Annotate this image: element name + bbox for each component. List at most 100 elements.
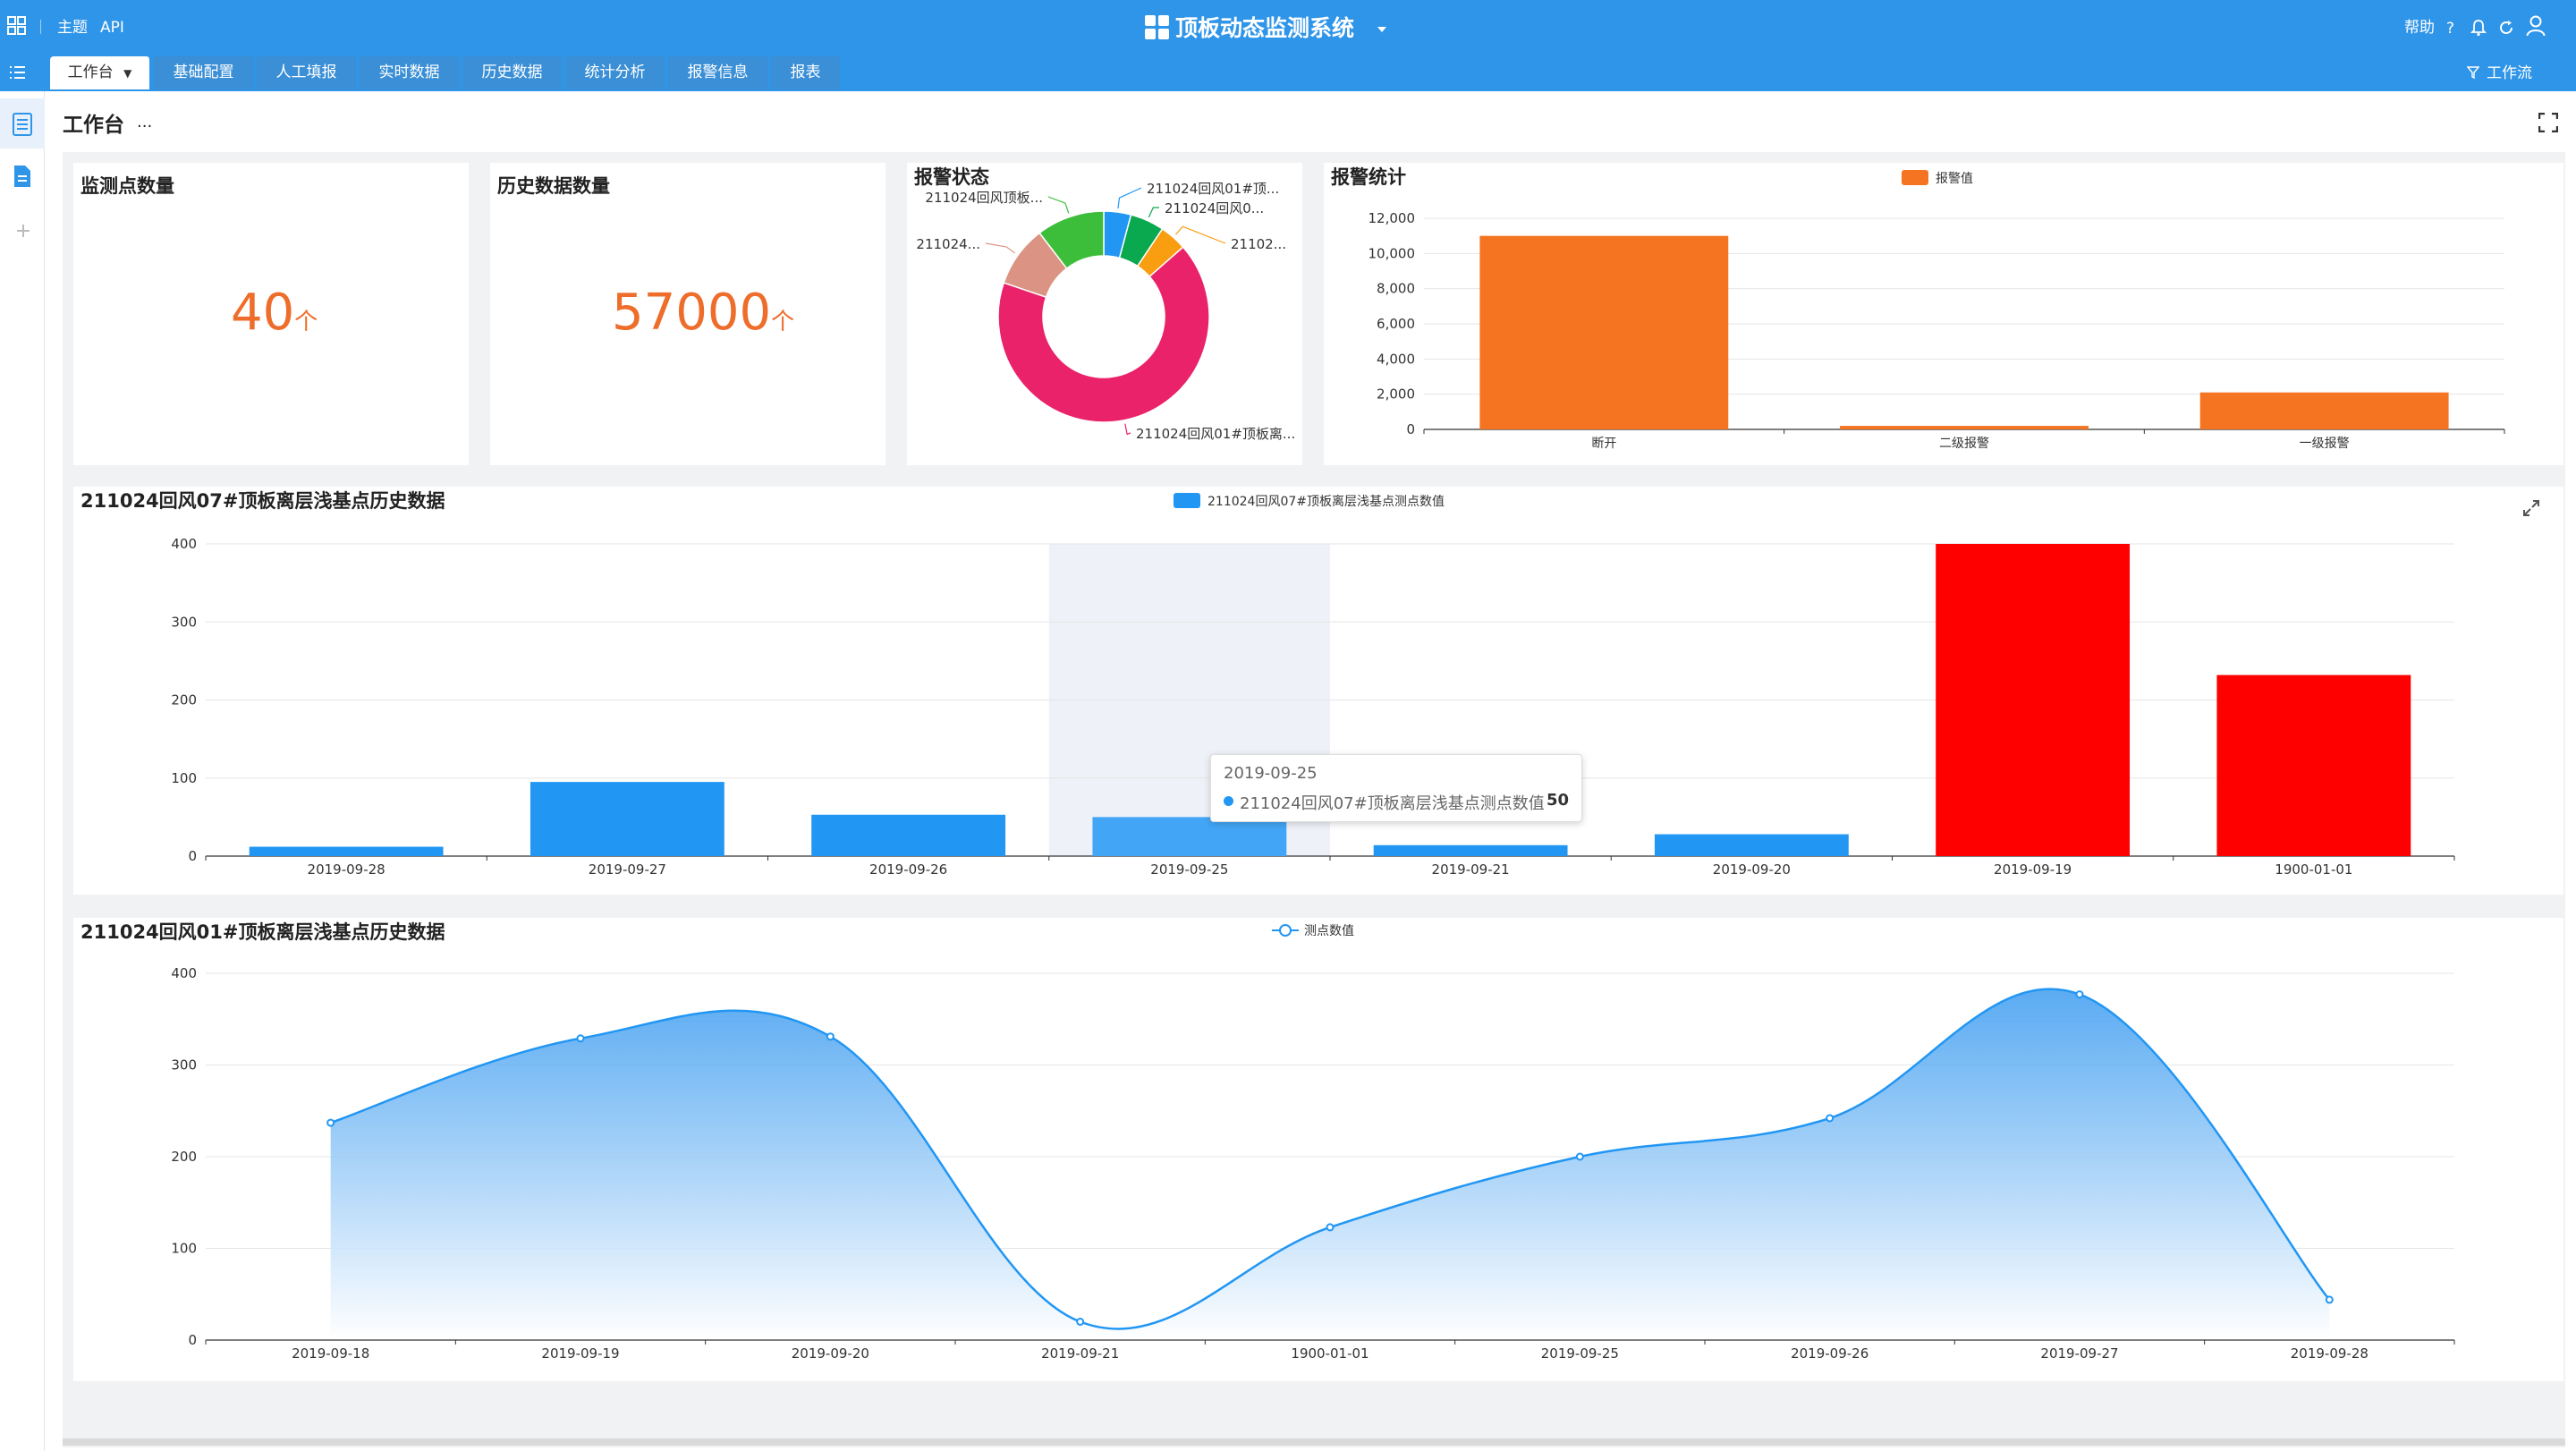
bar [530,782,724,856]
card-title: 报警统计 [1331,166,1406,188]
bar [2199,392,2449,429]
refresh-icon[interactable] [2497,19,2515,37]
y-tick-label: 200 [171,1149,197,1165]
value-unit: 个 [294,309,318,335]
rail-item-add[interactable] [0,206,45,256]
history-bar-card: 211024回风07#顶板离层浅基点历史数据 400 300 200 100 0 2019… [73,487,2563,895]
expand-icon[interactable] [2522,499,2540,517]
tab-manual-entry[interactable]: 人工填报 [257,56,357,89]
page-more-menu[interactable]: ··· [137,117,153,136]
data-point [826,1032,835,1041]
legend-swatch [1902,170,1928,185]
data-point [1076,1318,1085,1326]
x-tick-label: 2019-09-28 [2291,1345,2368,1362]
donut-leader-line [985,242,1016,254]
donut-slice [997,246,1210,423]
tab-history-data[interactable]: 历史数据 [462,56,563,89]
tab-report[interactable]: 报表 [771,56,841,89]
x-tick-label: 2019-09-19 [1994,861,2072,878]
y-tick-label: 100 [171,770,197,786]
page-title-text: 工作台 [63,114,124,137]
y-tick-label: 300 [171,1057,197,1073]
x-tick-label: 2019-09-18 [292,1345,369,1362]
legend-label: 测点数值 [1304,924,1354,938]
x-tick-label: 2019-09-26 [869,861,947,878]
api-link[interactable]: API [100,19,124,37]
tab-realtime-data[interactable]: 实时数据 [360,56,460,89]
donut-slice-label: 211024回风顶板... [925,190,1043,206]
x-tick-label: 2019-09-28 [308,861,386,878]
y-tick-label: 100 [171,1241,197,1257]
legend-swatch [1174,493,1200,508]
x-tick-label: 2019-09-20 [1713,861,1791,878]
value-number: 57000 [612,284,772,342]
y-tick-label: 0 [1406,421,1415,437]
data-point [2075,990,2084,999]
fullscreen-icon[interactable] [2538,113,2558,132]
menu-toggle-icon[interactable] [10,65,26,80]
alarm-stats-card: 报警统计 12,000 10,000 8,000 6,000 4,000 2,000 0 断开… [1324,163,2563,465]
x-tick-label: 2019-09-27 [589,861,666,878]
tab-statistics[interactable]: 统计分析 [565,56,665,89]
alarm-status-card: 报警状态 211024回风01#顶... 211024回风0... 21102...… [907,163,1302,465]
horizontal-scrollbar[interactable] [63,1438,2565,1446]
chevron-down-icon[interactable] [1376,25,1388,34]
help-link[interactable]: 帮助 [2404,19,2435,37]
chart-tooltip: 2019-09-25 211024回风07#顶板离层浅基点测点数值 50 [1210,754,1582,822]
stat-card-history-records: 历史数据数量 57000个 [490,163,886,465]
tab-alarm-info[interactable]: 报警信息 [668,56,768,89]
donut-leader-line [1124,423,1131,436]
apps-grid-icon[interactable] [7,16,27,36]
tooltip-date: 2019-09-25 [1224,764,1318,783]
history-area-chart: 400 300 200 100 0 2019-09-18 2019-09-19 2019-09… [171,924,2455,1362]
data-point [1575,1152,1584,1161]
workflow-link[interactable]: 工作流 [2487,64,2532,82]
left-rail [0,91,45,1451]
tab-basic-config[interactable]: 基础配置 [154,56,254,89]
data-point [576,1034,585,1043]
area-fill [330,989,2330,1340]
app-logo-icon [1145,15,1169,39]
alarm-stats-bar-chart: 12,000 10,000 8,000 6,000 4,000 2,000 0 断开 二级报警 一… [1368,170,2505,451]
donut-slice-label: 211024... [916,236,980,252]
user-icon[interactable] [2526,15,2546,37]
y-tick-label: 8,000 [1377,281,1415,297]
card-title: 报警状态 [914,166,989,188]
bar [1092,817,1287,856]
rail-item-document[interactable] [0,150,45,200]
donut-slice-label: 211024回风0... [1165,200,1264,216]
svg-text:?: ? [2446,20,2454,37]
donut-slice-label: 211024回风01#顶板离... [1136,426,1295,442]
tab-workbench[interactable]: 工作台 ▼ [50,56,150,89]
theme-link[interactable]: 主题 [57,19,88,37]
x-tick-label: 一级报警 [2300,437,2350,451]
x-tick-label: 2019-09-27 [2040,1345,2118,1362]
y-tick-label: 200 [171,692,197,709]
x-tick-label: 2019-09-21 [1432,861,1510,878]
card-title: 监测点数量 [80,175,174,197]
x-tick-label: 2019-09-20 [792,1345,869,1362]
value-unit: 个 [771,309,795,335]
data-point [326,1118,335,1127]
donut-leader-line [1117,187,1142,209]
donut-leader-line [1148,207,1160,218]
history-bar-chart: 400 300 200 100 0 2019-09-28 2019-09-27 2019-09… [171,493,2455,878]
y-tick-label: 300 [171,614,197,630]
y-tick-label: 0 [188,848,197,864]
bell-icon[interactable] [2470,19,2487,37]
donut-slice [1038,210,1105,270]
x-tick-label: 2019-09-19 [541,1345,619,1362]
bar [1840,426,2089,429]
legend-marker [1279,924,1292,937]
y-tick-label: 400 [171,965,197,981]
filter-icon [2467,66,2479,79]
value-number: 40 [231,284,295,342]
legend-label: 211024回风07#顶板离层浅基点测点数值 [1208,494,1445,509]
rail-item-dashboard[interactable] [0,98,45,148]
donut-leader-line [1174,225,1226,244]
history-area-card: 211024回风01#顶板离层浅基点历史数据 400 300 200 100 0 2019… [73,918,2563,1381]
y-tick-label: 4,000 [1377,351,1415,367]
help-icon[interactable]: ? [2444,19,2460,37]
bar [1654,834,1849,856]
x-tick-label: 2019-09-26 [1791,1345,1868,1362]
